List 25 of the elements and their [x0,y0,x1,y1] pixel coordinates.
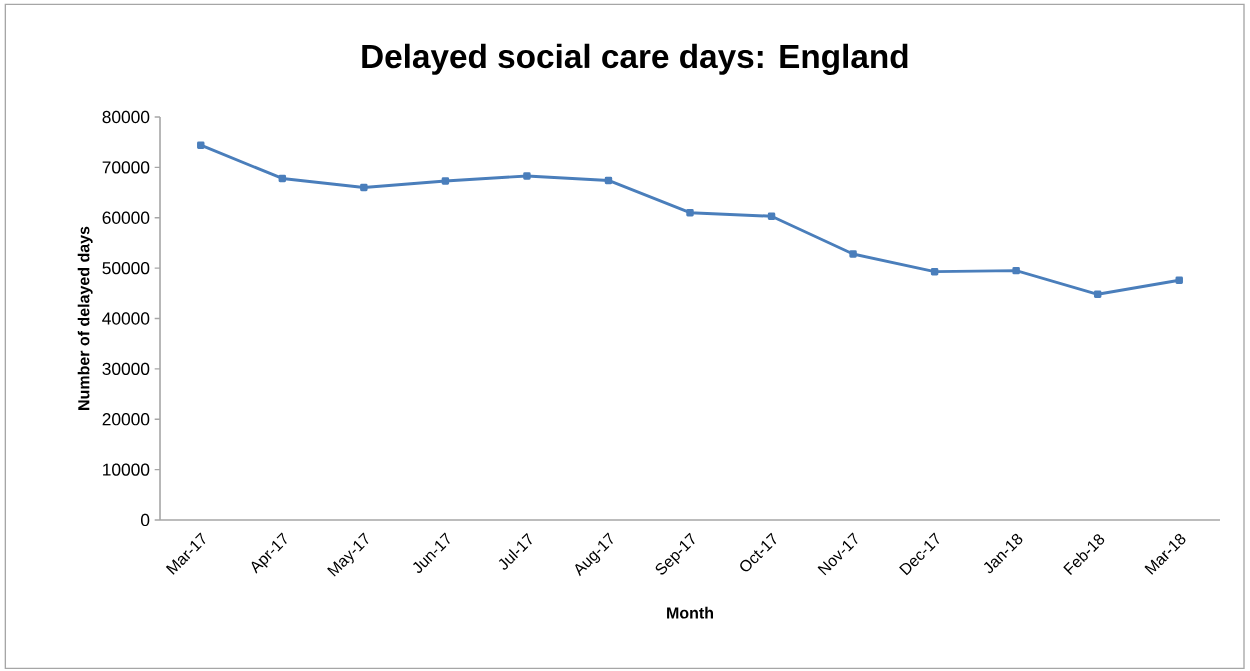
point [686,208,694,217]
point [360,183,368,192]
y-tick-label: 50000 [102,261,150,275]
point [604,176,613,185]
y-tick-label: 70000 [102,161,150,174]
y-tick-label: 10000 [103,463,150,476]
point [1012,266,1020,275]
y-tick-label: 20000 [102,413,150,426]
point [197,141,205,149]
y-tick-label: 0 [141,513,150,527]
point [930,267,939,276]
x-axis-title: Month [667,606,713,619]
y-axis-title: Number of delayed days [77,226,93,410]
y-tick-label: 30000 [102,362,150,375]
y-tick-label: 60000 [102,211,150,224]
point [523,172,531,180]
point [1175,276,1183,284]
point [1093,290,1102,299]
point [849,250,857,258]
chart-title: Delayed social care days: England [362,43,908,75]
y-tick-label: 40000 [102,312,150,325]
point [767,212,776,220]
y-tick-label: 80000 [102,110,150,124]
point [278,174,287,183]
point [441,177,450,185]
